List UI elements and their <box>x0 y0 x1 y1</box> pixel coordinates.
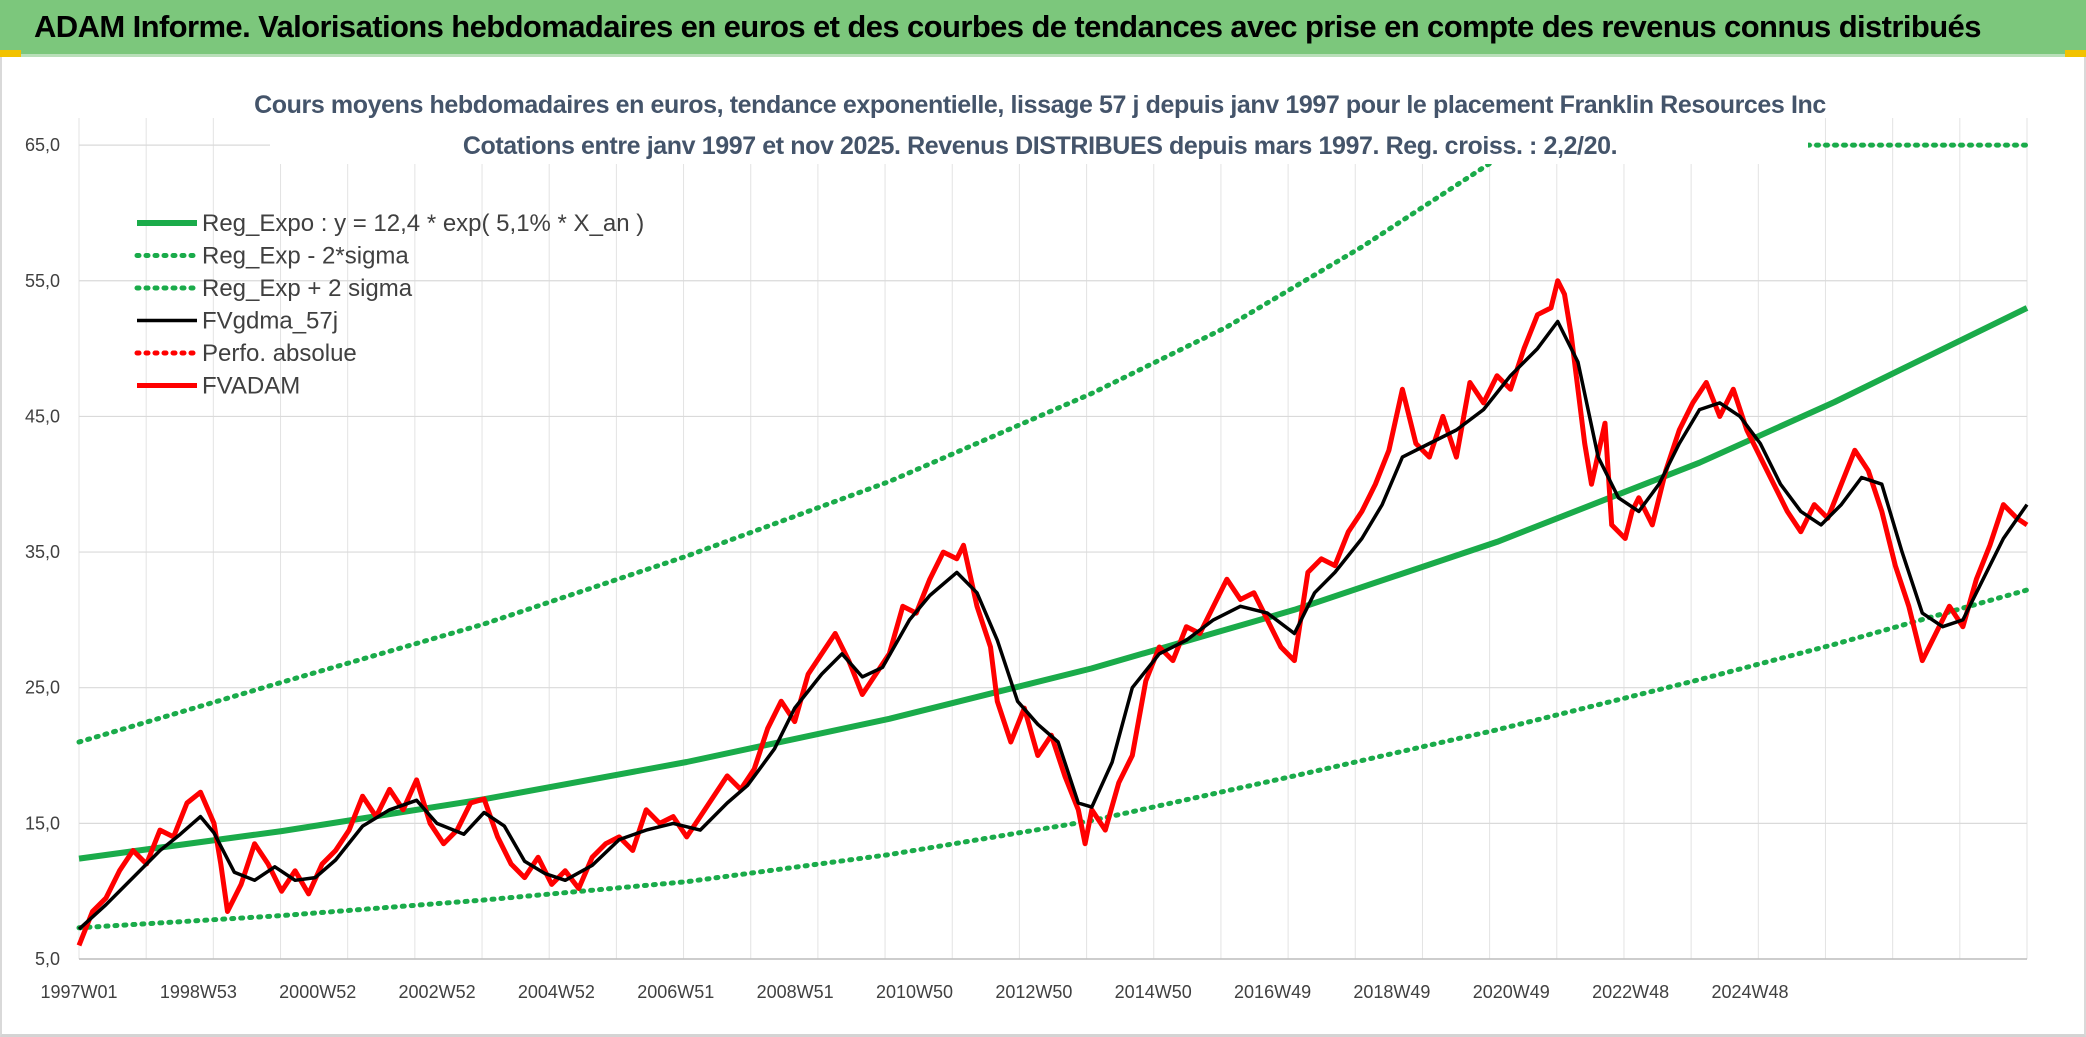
x-tick-label: 2016W49 <box>1234 982 1311 1002</box>
x-tick-label: 2014W50 <box>1115 982 1192 1002</box>
y-tick-label: 25,0 <box>25 678 60 698</box>
x-tick-label: 2018W49 <box>1353 982 1430 1002</box>
x-tick-label: 2004W52 <box>518 982 595 1002</box>
x-tick-label: 1997W01 <box>40 982 117 1002</box>
chart-frame <box>0 57 2086 1037</box>
legend-label: Reg_Exp + 2 sigma <box>202 275 413 302</box>
x-tick-label: 2010W50 <box>876 982 953 1002</box>
banner-title: ADAM Informe. Valorisations hebdomadaire… <box>34 9 1981 44</box>
x-tick-label: 2002W52 <box>399 982 476 1002</box>
x-tick-label: 2008W51 <box>757 982 834 1002</box>
series-line <box>78 305 2029 862</box>
x-tick-label: 2006W51 <box>637 982 714 1002</box>
series-line <box>76 587 2030 931</box>
legend-label: FVADAM <box>202 373 300 400</box>
chart-subtitle: Cotations entre janv 1997 et nov 2025. R… <box>463 132 1617 160</box>
banner: ADAM Informe. Valorisations hebdomadaire… <box>0 0 2086 57</box>
legend-label: Reg_Exp - 2*sigma <box>202 243 409 270</box>
y-tick-label: 55,0 <box>25 271 60 291</box>
x-tick-label: 2020W49 <box>1473 982 1550 1002</box>
series-line <box>77 319 2029 931</box>
x-tick-label: 2024W48 <box>1711 982 1788 1002</box>
legend-label: FVgdma_57j <box>202 308 338 335</box>
y-tick-label: 5,0 <box>35 949 60 969</box>
legend-label: Perfo. absolue <box>202 340 357 367</box>
y-axis-tick-labels: 5,0 15,0 25,0 35,0 45,0 55,0 65,0 <box>25 135 60 969</box>
legend-label: Reg_Expo : y = 12,4 * exp( 5,1% * X_an ) <box>202 210 644 237</box>
title-backdrop <box>270 84 1808 164</box>
x-tick-label: 2000W52 <box>279 982 356 1002</box>
legend: Reg_Expo : y = 12,4 * exp( 5,1% * X_an )… <box>134 210 644 400</box>
x-axis-tick-labels: 1997W01 1998W53 2000W52 2002W52 2004W52 2006W… <box>40 982 1788 1002</box>
y-tick-label: 45,0 <box>25 406 60 426</box>
x-tick-label: 2012W50 <box>995 982 1072 1002</box>
y-tick-label: 35,0 <box>25 542 60 562</box>
series-line <box>76 278 2029 947</box>
y-tick-label: 15,0 <box>25 813 60 833</box>
series-line <box>76 126 1513 745</box>
corner-marker-right <box>2065 50 2086 57</box>
x-tick-label: 2022W48 <box>1592 982 1669 1002</box>
x-tick-label: 1998W53 <box>160 982 237 1002</box>
chart-title: Cours moyens hebdomadaires en euros, ten… <box>254 91 1826 119</box>
y-tick-label: 65,0 <box>25 135 60 155</box>
corner-marker-left <box>0 50 21 57</box>
chart-series <box>76 126 2030 947</box>
